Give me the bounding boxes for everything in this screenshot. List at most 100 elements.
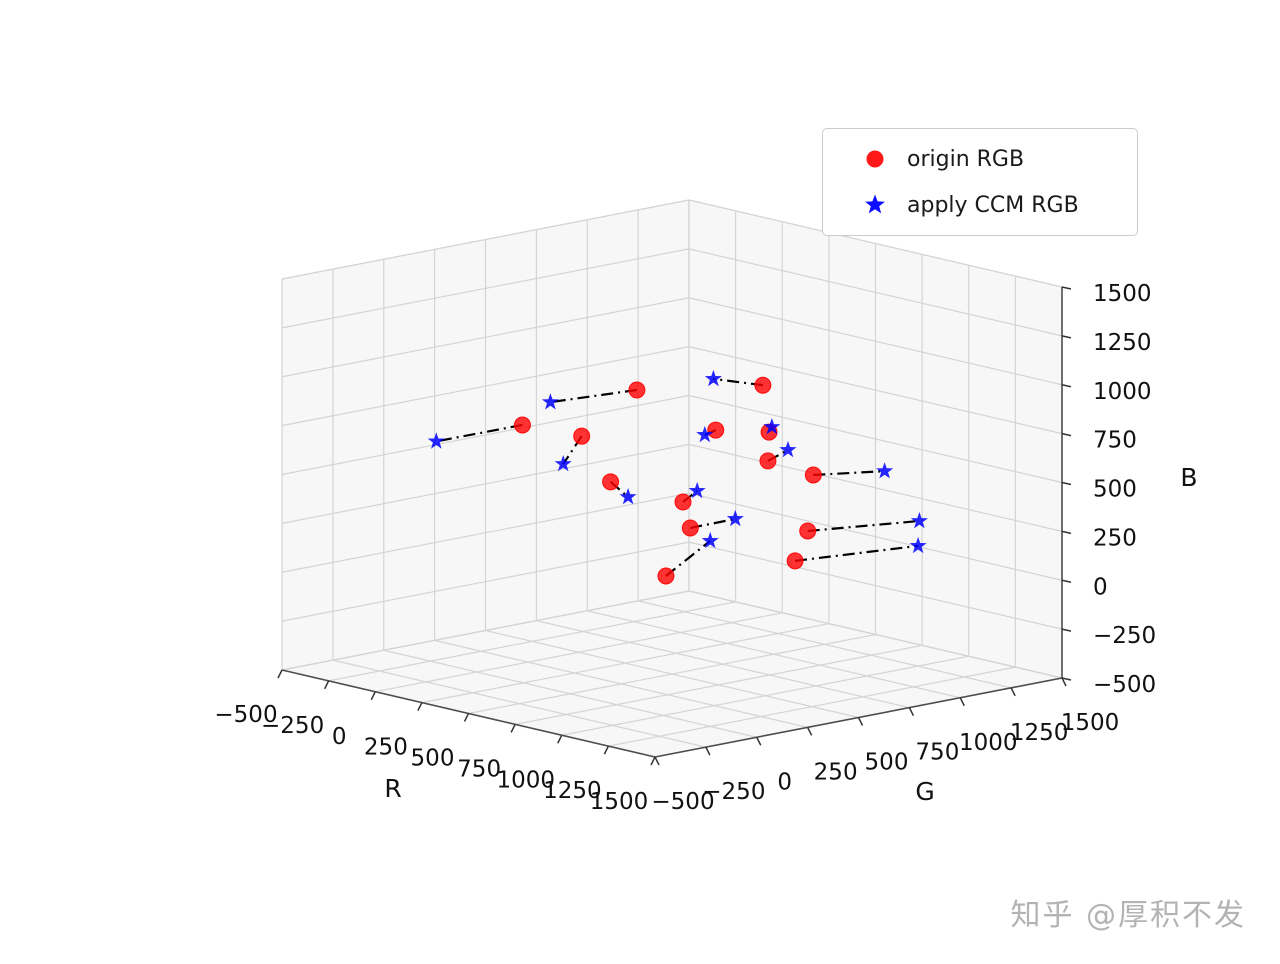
- x-tick: [557, 734, 563, 744]
- apply-ccm-rgb-point: [427, 432, 445, 449]
- apply-ccm-rgb-point: [541, 393, 559, 410]
- watermark: 知乎 @厚积不发: [1010, 898, 1246, 933]
- grid-line: [536, 620, 910, 709]
- x-tick: [650, 756, 656, 766]
- grid-line: [587, 610, 961, 699]
- grid-line: [332, 659, 707, 748]
- origin-rgb-point: [674, 493, 692, 511]
- apply-ccm-rgb-point: [554, 455, 572, 472]
- z-tick: [1061, 335, 1072, 339]
- origin-rgb-marker-icon: [866, 150, 884, 168]
- z-tick: [1061, 677, 1072, 681]
- tick-label: −500: [651, 789, 714, 815]
- z-tick: [1061, 481, 1072, 486]
- legend-item-apply-ccm-rgb[interactable]: apply CCM RGB: [839, 187, 1119, 223]
- tick-label: −500: [1093, 672, 1156, 698]
- x-tick: [603, 745, 610, 755]
- x-tick: [323, 680, 330, 690]
- grid-line: [281, 248, 690, 329]
- grid-line: [281, 346, 690, 427]
- tick-label: 1250: [1093, 330, 1152, 356]
- grid-line: [383, 649, 757, 738]
- x-tick: [510, 724, 516, 733]
- grid-line: [688, 492, 1063, 581]
- grid-line: [688, 394, 1063, 484]
- connector-line: [807, 519, 920, 533]
- y-tick: [1061, 677, 1067, 687]
- legend-item-origin-rgb[interactable]: origin RGB: [839, 141, 1119, 177]
- y-axis-label: G: [915, 777, 934, 806]
- tick-label: 1500: [1093, 281, 1152, 307]
- grid-line: [281, 492, 690, 573]
- tick-label: 250: [814, 759, 858, 785]
- tick-label: 500: [1093, 477, 1137, 503]
- tick-label: 1250: [1010, 720, 1069, 746]
- origin-rgb-point: [799, 522, 817, 540]
- apply-ccm-rgb-point: [696, 425, 714, 443]
- apply-ccm-rgb-marker-icon: [865, 194, 885, 214]
- connector-line: [813, 470, 885, 477]
- origin-rgb-point: [707, 421, 725, 439]
- tick-label: 1000: [959, 730, 1018, 756]
- legend: origin RGB apply CCM RGB: [822, 128, 1138, 236]
- apply-ccm-rgb-point: [763, 418, 781, 435]
- tick-label: −250: [1093, 623, 1156, 649]
- tick-label: 1500: [1061, 710, 1120, 736]
- origin-rgb-point: [804, 466, 822, 484]
- tick-label: 0: [1093, 574, 1108, 600]
- grid-line: [281, 394, 690, 476]
- grid-line: [688, 590, 1063, 679]
- apply-ccm-rgb-point: [701, 531, 719, 549]
- y-tick: [908, 707, 915, 716]
- tick-label: 1250: [543, 778, 602, 804]
- y-tick: [705, 746, 711, 756]
- legend-label-apply-ccm-rgb: apply CCM RGB: [907, 192, 1079, 218]
- origin-rgb-point: [754, 376, 772, 394]
- tick-label: 1000: [496, 767, 555, 793]
- origin-rgb-point: [657, 567, 675, 585]
- x-tick: [370, 691, 376, 701]
- y-tick: [1010, 687, 1016, 697]
- grid-line: [688, 248, 1063, 337]
- grid-line: [434, 639, 808, 728]
- tick-label: 500: [411, 746, 455, 772]
- z-tick: [1061, 530, 1072, 535]
- grid-line: [281, 443, 690, 524]
- tick-label: −250: [261, 713, 324, 739]
- tick-label: 750: [457, 756, 501, 782]
- tick-label: −250: [702, 779, 765, 805]
- grid-line: [281, 590, 690, 671]
- origin-rgb-point: [513, 416, 531, 434]
- tick-label: 0: [777, 769, 792, 795]
- z-tick: [1061, 628, 1072, 632]
- apply-ccm-rgb-point: [688, 481, 706, 499]
- y-tick: [959, 697, 965, 707]
- x-axis-label: R: [384, 774, 401, 803]
- origin-rgb-point: [759, 452, 777, 470]
- z-tick: [1061, 286, 1072, 290]
- tick-label: 250: [364, 735, 408, 761]
- origin-rgb-point: [573, 427, 591, 445]
- y-tick: [756, 736, 762, 746]
- x-tick: [463, 713, 470, 722]
- origin-rgb-point: [786, 552, 804, 570]
- tick-label: 1000: [1093, 379, 1152, 405]
- x-tick: [277, 669, 283, 679]
- connector-line: [436, 423, 523, 443]
- grid-line: [688, 199, 1063, 288]
- tick-label: 500: [865, 750, 909, 776]
- grid-line: [485, 629, 859, 719]
- apply-ccm-rgb-point: [910, 512, 928, 529]
- apply-ccm-rgb-point: [779, 440, 797, 458]
- apply-ccm-rgb-point: [876, 462, 894, 479]
- tick-label: 1500: [590, 789, 649, 815]
- tick-label: 0: [332, 724, 347, 750]
- origin-rgb-point: [602, 473, 620, 491]
- grid-line: [688, 346, 1063, 435]
- apply-ccm-rgb-point: [704, 369, 722, 387]
- apply-ccm-rgb-point: [909, 536, 927, 554]
- grid-line: [688, 541, 1063, 630]
- origin-rgb-point: [681, 519, 699, 537]
